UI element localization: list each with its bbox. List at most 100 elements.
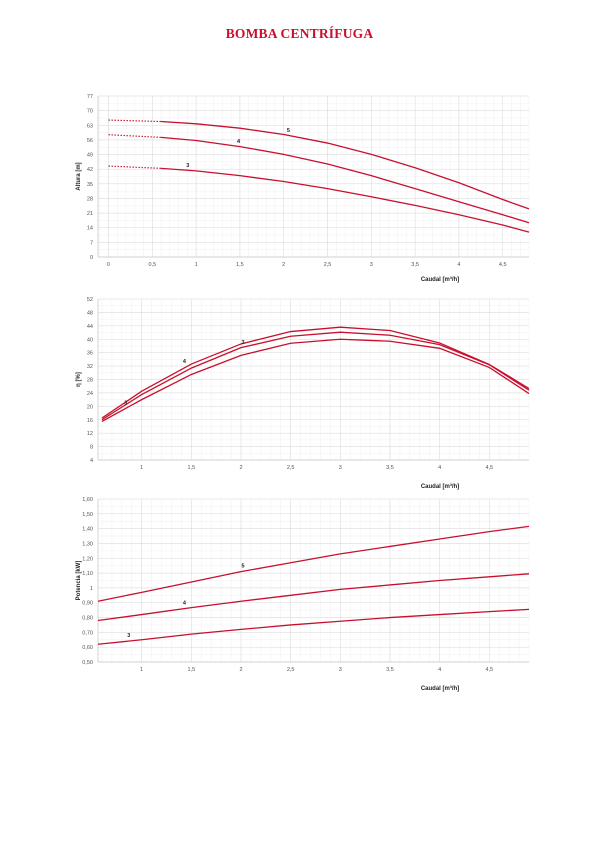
y-tick-label: 42: [87, 167, 93, 173]
series-label: 3: [127, 633, 130, 639]
x-tick-label: 1: [195, 262, 198, 268]
series-line: [101, 326, 530, 419]
y-tick-label: 14: [87, 226, 93, 232]
y-tick-label: 36: [87, 351, 93, 357]
series-line: [97, 608, 530, 645]
series-line: [161, 120, 530, 210]
y-tick-label: 32: [87, 364, 93, 370]
x-tick-label: 2: [239, 465, 242, 471]
y-tick-label: 0,70: [82, 630, 93, 636]
y-axis-title: Potencia [kW]: [76, 561, 82, 601]
series-label: 5: [241, 563, 244, 569]
y-tick-label: 1,20: [82, 556, 93, 562]
series-4: 4: [97, 573, 530, 622]
x-axis-title: Caudal [m³/h]: [421, 483, 459, 490]
series-label: 4: [237, 139, 241, 145]
y-tick-label: 8: [90, 445, 93, 451]
x-axis-title: Caudal [m³/h]: [421, 685, 459, 692]
series-3: 3: [108, 163, 530, 233]
x-tick-label: 3,5: [386, 667, 394, 673]
grid: [98, 498, 530, 663]
y-tick-label: 77: [87, 94, 93, 100]
series-label: 5: [287, 128, 290, 134]
x-tick-label: 1,5: [236, 262, 244, 268]
x-tick-label: 3: [339, 667, 342, 673]
x-tick-label: 1,5: [188, 667, 196, 673]
y-tick-label: 70: [87, 109, 93, 115]
x-tick-label: 3: [339, 465, 342, 471]
x-tick-label: 2: [282, 262, 285, 268]
y-tick-label: 16: [87, 418, 93, 424]
series-line: [97, 525, 530, 602]
page-title: BOMBA CENTRÍFUGA: [225, 26, 374, 41]
series-4: 4: [108, 134, 530, 224]
y-tick-label: 52: [87, 297, 93, 303]
altura-chart: 0 0,5 1 1,5 2 2,5 3 3,5 4 4,507142128354249566370…: [76, 94, 530, 283]
x-tick-label: 4,5: [485, 667, 493, 673]
x-tick-label: 4,5: [485, 465, 493, 471]
series-5: 5: [97, 525, 530, 602]
x-tick-label: 2,5: [324, 262, 332, 268]
series-3: 3: [101, 331, 530, 421]
series-3: 3: [97, 608, 530, 645]
x-tick-label: 3: [370, 262, 373, 268]
series-label: 3: [124, 401, 127, 407]
x-tick-label: 3,5: [411, 262, 419, 268]
grid: [98, 298, 530, 461]
series-line: [161, 167, 530, 233]
y-tick-label: 24: [87, 391, 93, 397]
y-tick-label: 0,60: [82, 645, 93, 651]
x-tick-label: 4,5: [499, 262, 507, 268]
y-tick-label: 0: [90, 255, 93, 261]
x-axis-title: Caudal [m³/h]: [421, 276, 459, 283]
y-tick-label: 40: [87, 337, 93, 343]
y-axis-title: η [%]: [76, 372, 82, 387]
eficiencia-chart: 1 1,5 2 2,5 3 3,5 4 4,5481216202428323640444852…: [76, 297, 530, 490]
y-tick-label: 49: [87, 153, 93, 159]
y-tick-label: 1,30: [82, 541, 93, 547]
series-label: 3: [241, 340, 244, 346]
y-tick-label: 4: [90, 458, 93, 464]
y-tick-label: 1,10: [82, 571, 93, 577]
y-tick-label: 0,90: [82, 601, 93, 607]
y-tick-label: 48: [87, 310, 93, 316]
y-tick-label: 1,60: [82, 497, 93, 503]
x-tick-label: 2: [239, 667, 242, 673]
potencia-chart: 1 1,5 2 2,5 3 3,5 4 4,5 0,50 0,60 0,70 0,80 0,90 1 1,1…: [76, 497, 530, 692]
y-tick-label: 28: [87, 378, 93, 384]
series-label: 4: [183, 601, 187, 607]
x-tick-label: 4: [438, 465, 441, 471]
x-tick-label: 1: [140, 667, 143, 673]
series-4: 4: [101, 326, 530, 419]
y-tick-label: 28: [87, 196, 93, 202]
y-tick-label: 1,40: [82, 527, 93, 533]
x-tick-label: 0: [107, 262, 110, 268]
series-3: 3: [101, 338, 530, 422]
grid: [98, 95, 530, 258]
series-line: [161, 136, 530, 224]
series-line: [101, 338, 530, 422]
y-tick-label: 12: [87, 431, 93, 437]
y-tick-label: 0,50: [82, 660, 93, 666]
x-tick-label: 3,5: [386, 465, 394, 471]
y-tick-label: 7: [90, 240, 93, 246]
y-axis-title: Altura [m]: [76, 162, 82, 190]
y-tick-label: 0,80: [82, 616, 93, 622]
series-line: [97, 573, 530, 622]
y-tick-label: 1,50: [82, 512, 93, 518]
y-tick-label: 20: [87, 404, 93, 410]
y-tick-label: 1: [90, 586, 93, 592]
series-line: [101, 331, 530, 421]
series-5: 5: [108, 119, 530, 210]
y-tick-label: 44: [87, 324, 93, 330]
x-tick-label: 1: [140, 465, 143, 471]
x-tick-label: 4: [438, 667, 441, 673]
y-tick-label: 21: [87, 211, 93, 217]
y-tick-label: 63: [87, 123, 93, 129]
x-tick-label: 2,5: [287, 465, 295, 471]
series-label: 3: [186, 163, 189, 169]
x-tick-label: 0,5: [148, 262, 156, 268]
y-tick-label: 56: [87, 138, 93, 144]
x-tick-label: 2,5: [287, 667, 295, 673]
x-tick-label: 1,5: [188, 465, 196, 471]
